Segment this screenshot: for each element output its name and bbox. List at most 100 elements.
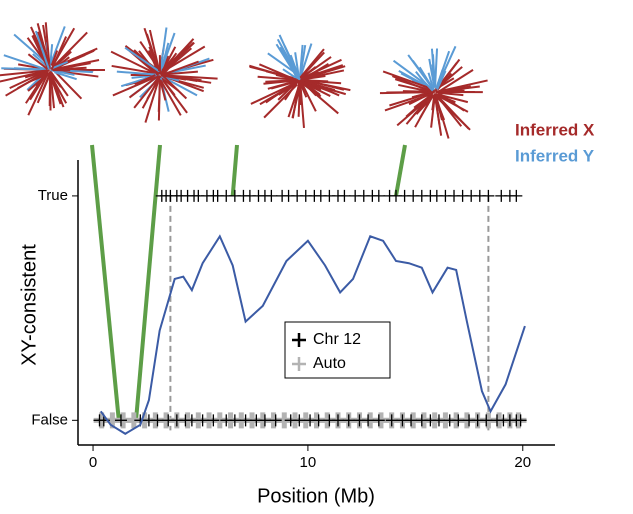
tree-branch: [398, 83, 432, 93]
point: [362, 414, 375, 427]
tree-branch: [265, 80, 297, 104]
tree-branch: [419, 94, 435, 119]
tree-branch: [379, 91, 432, 95]
point: [405, 414, 418, 427]
tree-branch: [299, 79, 317, 112]
tree-branch: [34, 30, 50, 70]
tree-branch: [27, 53, 48, 70]
tree-branch: [0, 69, 50, 77]
tree-branch: [148, 29, 161, 72]
tree-branch: [52, 31, 88, 68]
tree-branch: [159, 46, 177, 76]
tree: [110, 27, 218, 123]
tree-branch: [275, 43, 299, 79]
tree-branch: [116, 70, 156, 76]
tree-branch: [382, 70, 435, 91]
point: [185, 414, 198, 427]
tree-branch: [111, 64, 160, 75]
tree-branch: [299, 48, 325, 79]
point: [338, 189, 351, 202]
tree-branch: [110, 50, 159, 76]
tree-branch: [394, 78, 436, 93]
legend-label: Chr 12: [313, 331, 361, 348]
tree-branch: [299, 82, 308, 98]
tree-branch: [36, 73, 51, 104]
tree-branch: [249, 65, 296, 80]
point: [331, 414, 344, 427]
tree-branch: [49, 74, 68, 104]
point: [482, 189, 495, 202]
tree-branch: [52, 69, 83, 100]
tree: [0, 22, 105, 116]
x-tick-label: 10: [300, 454, 317, 471]
tree-branch: [146, 76, 161, 100]
point: [372, 414, 385, 427]
tree-branch: [413, 93, 433, 116]
tree-branch: [438, 69, 474, 93]
tree-branch: [9, 70, 47, 90]
tree-link: [90, 144, 121, 421]
legend-marker: [292, 357, 306, 371]
tree-branch: [297, 83, 301, 117]
tree-branch: [304, 79, 340, 97]
legend-marker: [292, 333, 306, 347]
tree-branch: [161, 45, 206, 73]
tree-branch: [279, 46, 300, 77]
tree-branch: [304, 79, 351, 92]
tree-branch: [124, 46, 160, 73]
tree-branch: [257, 75, 297, 81]
tree-link: [134, 144, 162, 421]
tree-branch: [52, 66, 87, 71]
point: [514, 414, 527, 427]
point: [269, 414, 282, 427]
tree-link: [230, 144, 239, 197]
tree-branch: [159, 79, 167, 101]
point: [342, 414, 355, 427]
tree-branch: [282, 68, 297, 79]
tree-branch: [413, 93, 434, 109]
point: [293, 414, 306, 427]
tree-branch: [26, 37, 49, 67]
tree-branch: [49, 26, 66, 66]
y-tick-label: True: [38, 187, 68, 204]
tree-branch: [160, 74, 212, 84]
tree-branch: [25, 70, 49, 104]
point: [265, 189, 278, 202]
tree-branch: [438, 92, 465, 112]
tree-branch: [161, 70, 198, 76]
point: [151, 414, 164, 427]
tree: [249, 34, 351, 128]
tree-legend-label: Inferred Y: [515, 146, 595, 165]
point: [207, 414, 220, 427]
tree-branch: [54, 71, 77, 81]
point: [258, 414, 271, 427]
tree-branch: [300, 79, 321, 96]
point: [228, 414, 241, 427]
tree-branch: [27, 73, 49, 116]
tree-branch: [17, 71, 49, 90]
tree-branch: [53, 58, 100, 71]
tree-branch: [267, 80, 296, 90]
tree-branch: [144, 75, 161, 123]
tree-branch: [133, 76, 160, 109]
y-tick-label: False: [31, 411, 68, 428]
y-axis-label: XY-consistent: [18, 244, 40, 366]
point: [480, 414, 493, 427]
tree-branch: [408, 91, 433, 106]
x-axis-label: Position (Mb): [257, 485, 375, 507]
tree-branch: [49, 44, 54, 69]
tree-branch: [36, 23, 51, 67]
point: [452, 414, 465, 427]
tree-branch: [161, 74, 188, 100]
tree-branch: [50, 60, 69, 70]
tree-branch: [163, 60, 199, 76]
tree: [379, 45, 488, 139]
tree-branch: [434, 93, 450, 139]
tree-branch: [300, 43, 313, 76]
tree-branch: [435, 50, 451, 89]
tree-branch: [291, 85, 301, 119]
tree-branch: [159, 27, 168, 75]
tree-branch: [300, 66, 317, 79]
tree-branch: [128, 76, 158, 99]
tree-branch: [434, 66, 463, 91]
